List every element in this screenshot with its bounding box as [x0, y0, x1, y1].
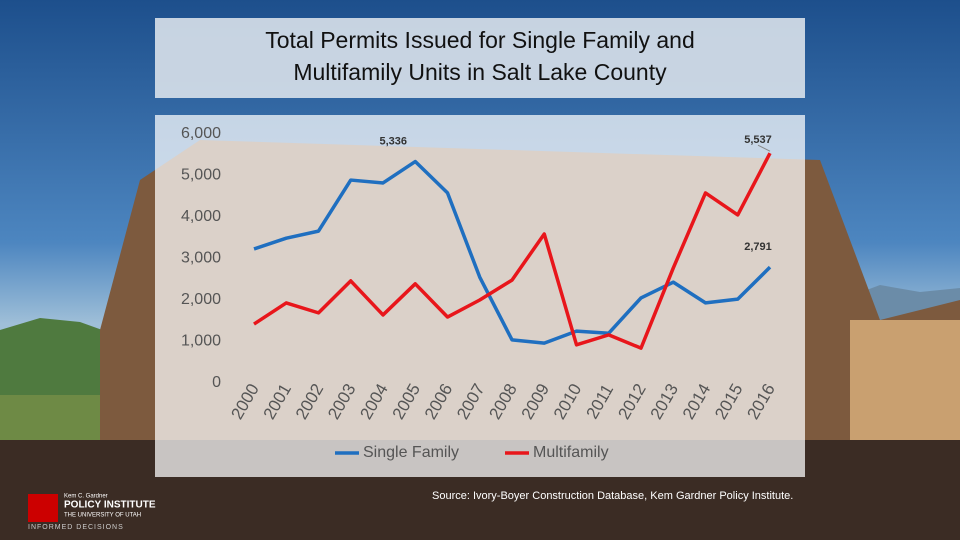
logo-tagline: INFORMED DECISIONS	[28, 524, 124, 531]
chart-panel	[155, 115, 805, 477]
y-tick-label: 0	[212, 374, 221, 391]
logo-mark	[28, 494, 58, 522]
y-tick-label: 6,000	[181, 125, 221, 142]
series-line	[253, 159, 772, 345]
legend-label: Multifamily	[533, 444, 609, 461]
y-tick-label: 5,000	[181, 167, 221, 184]
logo-university: THE UNIVERSITY OF UTAH	[64, 513, 141, 519]
y-tick-label: 3,000	[181, 250, 221, 267]
value-label: 2,791	[744, 241, 772, 253]
value-label: 5,537	[744, 134, 772, 146]
source: Source: Ivory-Boyer Construction Databas…	[432, 490, 793, 502]
hill	[0, 318, 130, 400]
house-side	[850, 320, 960, 440]
logo-name: POLICY INSTITUTE	[64, 500, 156, 511]
leader-line	[757, 144, 771, 152]
series-line	[253, 152, 772, 350]
title-box	[155, 18, 805, 98]
legend-label: Single Family	[363, 444, 459, 461]
chart-title: Total Permits Issued for Single Family a…	[265, 27, 695, 85]
logo-top: Kem C. Gardner	[64, 494, 108, 500]
y-tick-label: 1,000	[181, 333, 221, 350]
y-tick-label: 4,000	[181, 208, 221, 225]
y-tick-label: 2,000	[181, 291, 221, 308]
value-label: 5,336	[379, 135, 407, 147]
